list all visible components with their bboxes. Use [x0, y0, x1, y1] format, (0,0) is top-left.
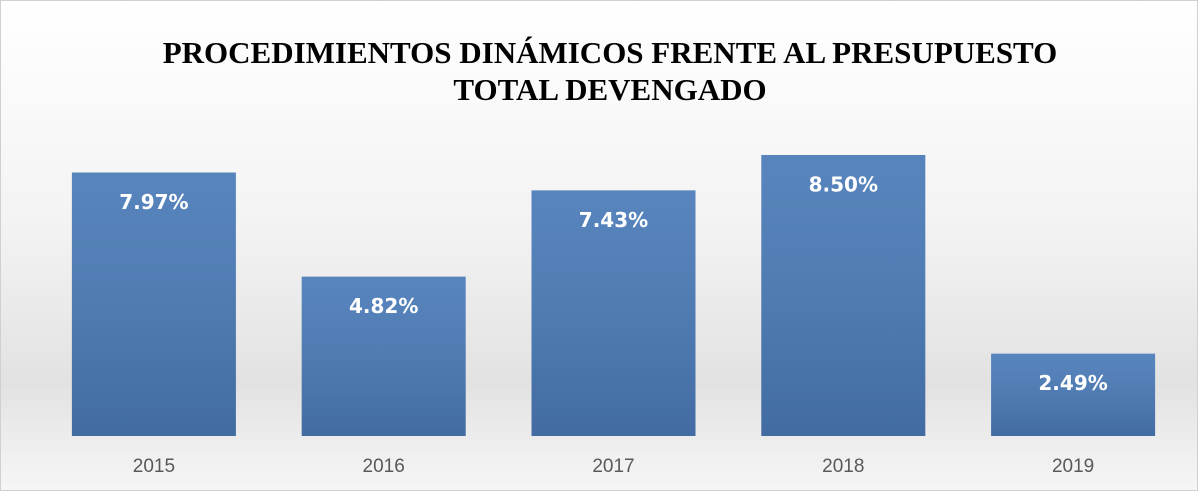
x-tick-label: 2016 [363, 456, 405, 477]
bar-shade [991, 353, 1156, 436]
x-tick-label: 2015 [133, 456, 175, 477]
value-label: 4.82% [349, 294, 418, 318]
x-tick-label: 2017 [592, 456, 634, 477]
chart-title: PROCEDIMIENTOS DINÁMICOS FRENTE AL PRESU… [163, 35, 1058, 70]
value-label: 8.50% [809, 172, 878, 196]
bar-shade [71, 172, 236, 437]
bar-shade [761, 154, 926, 437]
value-label: 7.97% [119, 190, 188, 214]
bar-shade [301, 276, 466, 436]
chart-title: TOTAL DEVENGADO [453, 72, 766, 107]
x-tick-label: 2019 [1052, 456, 1094, 477]
x-tick-label: 2018 [822, 456, 864, 477]
value-label: 2.49% [1038, 371, 1107, 395]
bar-shade [531, 190, 696, 436]
value-label: 7.43% [579, 208, 648, 232]
